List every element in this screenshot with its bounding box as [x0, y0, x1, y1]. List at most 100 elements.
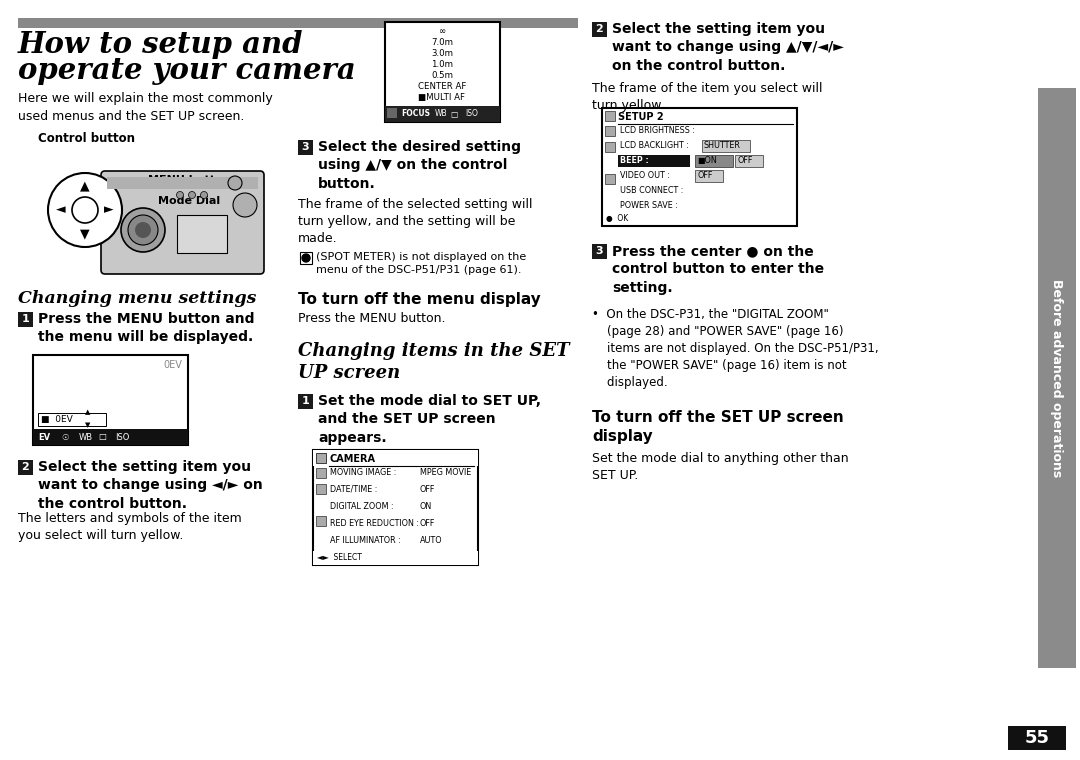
- Text: USB CONNECT :: USB CONNECT :: [620, 186, 684, 195]
- Text: RED EYE REDUCTION :: RED EYE REDUCTION :: [330, 519, 419, 528]
- Text: Press the center ● on the
control button to enter the
setting.: Press the center ● on the control button…: [612, 244, 824, 295]
- Bar: [602, 108, 797, 226]
- Text: OFF: OFF: [697, 171, 713, 180]
- Circle shape: [302, 254, 310, 262]
- Bar: [298, 140, 313, 155]
- Text: ISO: ISO: [465, 109, 477, 119]
- Text: ◄: ◄: [56, 204, 66, 217]
- Text: The frame of the selected setting will
turn yellow, and the setting will be
made: The frame of the selected setting will t…: [298, 198, 532, 245]
- Text: OFF: OFF: [420, 519, 435, 528]
- Circle shape: [129, 215, 158, 245]
- Bar: [313, 450, 478, 565]
- Text: 1: 1: [22, 315, 29, 325]
- Text: Select the desired setting
using ▲/▼ on the control
button.: Select the desired setting using ▲/▼ on …: [318, 140, 521, 191]
- Text: Set the mode dial to anything other than
SET UP.: Set the mode dial to anything other than…: [592, 452, 849, 482]
- Text: 55: 55: [1025, 729, 1050, 747]
- Text: The letters and symbols of the item
you select will turn yellow.: The letters and symbols of the item you …: [18, 512, 242, 542]
- Text: 3: 3: [301, 143, 309, 153]
- Text: To turn off the menu display: To turn off the menu display: [298, 292, 541, 307]
- Text: The frame of the item you select will
turn yellow.: The frame of the item you select will tu…: [592, 82, 823, 112]
- Text: OFF: OFF: [737, 156, 753, 165]
- Text: BEEP :: BEEP :: [620, 156, 649, 165]
- Text: 1.0m: 1.0m: [431, 60, 453, 69]
- Text: Control button: Control button: [38, 132, 135, 145]
- Text: ▲: ▲: [80, 179, 90, 192]
- Text: VIDEO OUT :: VIDEO OUT :: [620, 171, 670, 180]
- Text: 3.0m: 3.0m: [431, 49, 453, 58]
- Bar: [298, 394, 313, 409]
- Circle shape: [135, 222, 151, 238]
- FancyBboxPatch shape: [102, 171, 264, 274]
- Bar: [696, 155, 733, 167]
- Text: Press the MENU button.: Press the MENU button.: [298, 312, 446, 325]
- Text: MPEG MOVIE: MPEG MOVIE: [420, 468, 471, 477]
- Text: Select the setting item you
want to change using ◄/► on
the control button.: Select the setting item you want to chan…: [38, 460, 262, 511]
- Bar: [605, 126, 615, 136]
- Text: 2: 2: [596, 24, 604, 34]
- Text: WB: WB: [79, 432, 93, 442]
- Bar: [618, 155, 690, 167]
- Bar: [605, 174, 615, 184]
- Text: FOCUS: FOCUS: [401, 109, 430, 119]
- Text: AF ILLUMINATOR :: AF ILLUMINATOR :: [330, 536, 401, 545]
- Text: (SPOT METER) is not displayed on the
menu of the DSC-P51/P31 (page 61).: (SPOT METER) is not displayed on the men…: [316, 252, 526, 275]
- Bar: [1038, 88, 1076, 668]
- Bar: [605, 111, 615, 121]
- Text: AUTO: AUTO: [420, 536, 443, 545]
- Text: ∞: ∞: [438, 27, 446, 36]
- Text: POWER SAVE :: POWER SAVE :: [620, 201, 678, 210]
- Bar: [735, 155, 762, 167]
- Bar: [316, 516, 326, 526]
- Text: ▼: ▼: [85, 422, 91, 428]
- Circle shape: [176, 192, 184, 198]
- Bar: [18, 312, 33, 327]
- Text: operate your camera: operate your camera: [18, 56, 355, 85]
- Text: Changing items in the SET
UP screen: Changing items in the SET UP screen: [298, 342, 569, 382]
- Circle shape: [233, 193, 257, 217]
- Circle shape: [201, 192, 207, 198]
- Text: ISO: ISO: [114, 432, 130, 442]
- Text: DIGITAL ZOOM :: DIGITAL ZOOM :: [330, 502, 393, 511]
- Text: LCD BACKLIGHT :: LCD BACKLIGHT :: [620, 141, 689, 150]
- Text: ▲: ▲: [85, 409, 91, 415]
- Circle shape: [48, 173, 122, 247]
- Bar: [384, 106, 500, 122]
- Circle shape: [228, 176, 242, 190]
- Bar: [387, 108, 397, 118]
- Text: ■ON: ■ON: [697, 156, 717, 165]
- Bar: [592, 244, 607, 259]
- Text: ●  OK: ● OK: [606, 214, 629, 223]
- Text: MENU button: MENU button: [148, 175, 230, 185]
- Text: 1: 1: [301, 397, 309, 407]
- Text: Select the setting item you
want to change using ▲/▼/◄/►
on the control button.: Select the setting item you want to chan…: [612, 22, 843, 73]
- Bar: [592, 22, 607, 37]
- Text: 2: 2: [22, 463, 29, 473]
- Text: Press the MENU button and
the menu will be displayed.: Press the MENU button and the menu will …: [38, 312, 255, 344]
- Bar: [313, 450, 478, 466]
- Bar: [38, 413, 106, 426]
- Bar: [316, 468, 326, 478]
- Text: To turn off the SET UP screen
display: To turn off the SET UP screen display: [592, 410, 843, 444]
- Text: 0EV: 0EV: [163, 360, 183, 370]
- Bar: [316, 484, 326, 494]
- Text: □: □: [98, 432, 106, 442]
- Bar: [33, 355, 188, 445]
- Text: 3: 3: [596, 246, 604, 257]
- Bar: [316, 453, 326, 463]
- Bar: [605, 142, 615, 152]
- Bar: [313, 551, 478, 565]
- Text: ■  0EV: ■ 0EV: [41, 415, 72, 424]
- Text: ►: ►: [104, 204, 113, 217]
- Bar: [177, 215, 227, 253]
- Text: DATE/TIME :: DATE/TIME :: [330, 485, 377, 494]
- Text: 0.5m: 0.5m: [431, 71, 453, 80]
- Circle shape: [72, 197, 98, 223]
- Text: CAMERA: CAMERA: [329, 454, 375, 464]
- Text: SHUTTER: SHUTTER: [704, 141, 741, 150]
- Text: EV: EV: [38, 432, 50, 442]
- Text: How to setup and: How to setup and: [18, 30, 303, 59]
- Text: OFF: OFF: [420, 485, 435, 494]
- Text: SETUP 2: SETUP 2: [618, 112, 663, 122]
- Text: ■MULTI AF: ■MULTI AF: [419, 93, 465, 102]
- Text: LCD BRIGHTNESS :: LCD BRIGHTNESS :: [620, 126, 696, 135]
